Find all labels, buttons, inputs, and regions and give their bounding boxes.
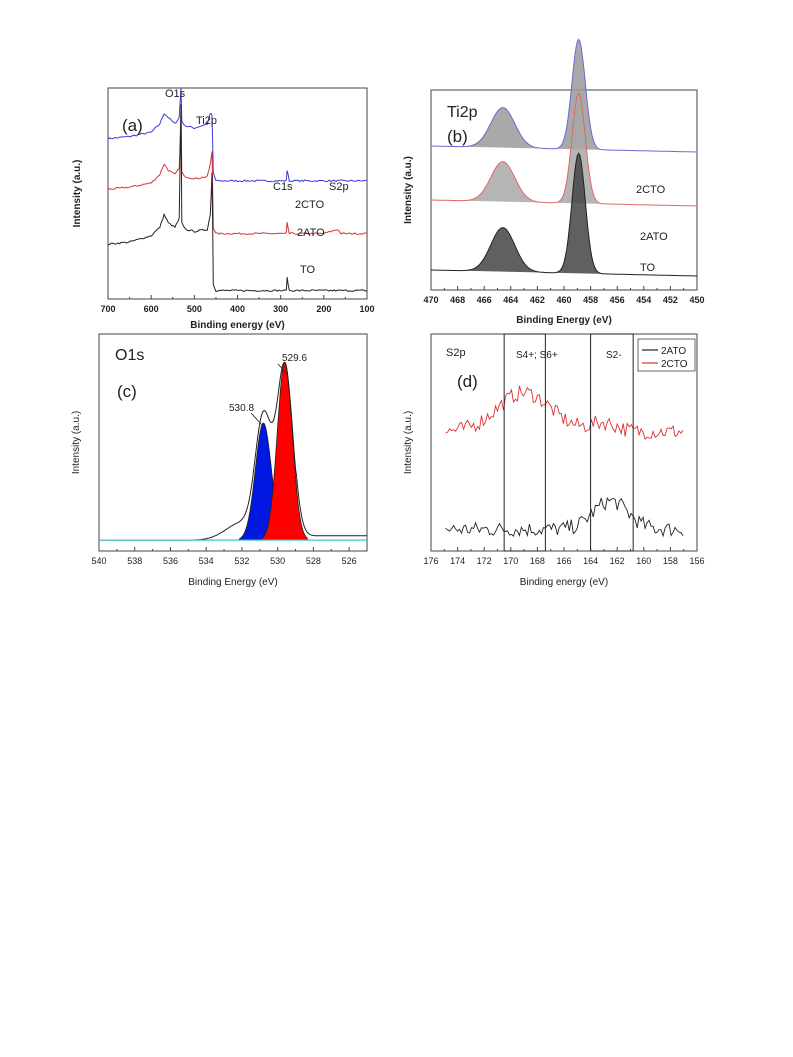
x-tick-label: 530	[270, 556, 285, 566]
region-box-0	[503, 333, 546, 552]
legend-label-2ATO: 2ATO	[661, 346, 686, 357]
series-line-TO	[107, 104, 368, 292]
x-tick-label: 456	[610, 295, 625, 305]
x-tick-label: 526	[342, 556, 357, 566]
panel-label: (c)	[117, 382, 137, 401]
x-tick-label: 534	[199, 556, 214, 566]
peak-label-ti2p: Ti2p	[196, 115, 217, 127]
peak-label-530-8: 530.8	[229, 403, 254, 414]
x-tick-label: 466	[477, 295, 492, 305]
x-tick-label: 156	[689, 556, 704, 566]
series-line-2CTO	[445, 385, 684, 441]
series-area-2ATO	[431, 93, 697, 206]
x-tick-label: 300	[273, 304, 288, 314]
annotation-arrow	[277, 363, 288, 375]
panel-label: (b)	[447, 127, 468, 146]
x-axis-label: Binding energy (eV)	[190, 320, 284, 331]
x-axis-label: Binding Energy (eV)	[188, 577, 278, 588]
series-area-TO	[431, 153, 697, 276]
series-line-2ATO	[107, 113, 368, 235]
x-tick-label: 162	[610, 556, 625, 566]
panel-d: 176 174 172 170 168 166 164 162 160 158 156 Binding…	[403, 333, 705, 588]
x-tick-label: 600	[144, 304, 159, 314]
series-label-2ato: 2ATO	[640, 231, 668, 243]
x-tick-label: 100	[359, 304, 374, 314]
panel-title: O1s	[115, 347, 144, 364]
x-tick-label: 536	[163, 556, 178, 566]
x-tick-label: 174	[450, 556, 465, 566]
y-axis-label: Intensity (a.u.)	[71, 411, 82, 474]
y-axis-label: Intensity (a.u.)	[72, 160, 83, 228]
annotation-arrow	[250, 412, 263, 426]
x-tick-label: 452	[663, 295, 678, 305]
series-line-2ATO	[431, 92, 697, 207]
x-tick-label: 528	[306, 556, 321, 566]
x-tick-label: 166	[556, 556, 571, 566]
envelope-line	[99, 362, 367, 541]
series-label-2cto: 2CTO	[295, 199, 325, 211]
x-tick-label: 700	[100, 304, 115, 314]
x-tick-label: 158	[663, 556, 678, 566]
x-tick-label: 500	[187, 304, 202, 314]
x-tick-label: 462	[530, 295, 545, 305]
x-tick-label: 172	[477, 556, 492, 566]
peak-label-o1s: O1s	[165, 88, 186, 100]
series-label-to: TO	[640, 262, 656, 274]
y-axis-label: Intensity (a.u.)	[403, 156, 414, 224]
legend-box	[637, 338, 696, 372]
region-label-s2: S2-	[606, 350, 622, 361]
x-tick-label: 176	[423, 556, 438, 566]
x-tick-label: 450	[689, 295, 704, 305]
legend: 2ATO 2CTO	[637, 338, 696, 372]
panel-b: 470 468 466 464 462 460 458 456 454 452 450 Binding…	[403, 38, 705, 326]
peak-label-529-6: 529.6	[282, 353, 307, 364]
x-tick-label: 164	[583, 556, 598, 566]
x-axis-label: Binding energy (eV)	[520, 577, 608, 588]
x-tick-label: 160	[636, 556, 651, 566]
x-tick-label: 460	[556, 295, 571, 305]
x-tick-label: 400	[230, 304, 245, 314]
x-tick-label: 532	[234, 556, 249, 566]
panel-title: Ti2p	[447, 104, 478, 121]
panel-c: 540 538 536 534 532 530 528 526 Binding Energy (…	[71, 333, 368, 588]
series-label-2ato: 2ATO	[297, 227, 325, 239]
series-label-to: TO	[300, 264, 316, 276]
x-tick-label: 470	[423, 295, 438, 305]
x-tick-label: 200	[316, 304, 331, 314]
series-area-2CTO	[431, 39, 697, 152]
series-label-2cto: 2CTO	[636, 184, 666, 196]
panel-a: 700 600 500 400 300 200 100 Binding energy (eV)…	[72, 87, 375, 331]
x-tick-label: 464	[503, 295, 518, 305]
plot-frame	[98, 333, 368, 552]
panel-title: S2p	[446, 347, 466, 359]
legend-label-2CTO: 2CTO	[661, 359, 688, 370]
series-line-2ATO	[445, 496, 684, 538]
region-label-s4-s6: S4+; S6+	[516, 350, 558, 361]
x-tick-label: 454	[636, 295, 651, 305]
x-tick-label: 538	[127, 556, 142, 566]
series-line-2CTO	[107, 88, 368, 183]
x-tick-label: 540	[91, 556, 106, 566]
x-tick-label: 170	[503, 556, 518, 566]
x-tick-label: 458	[583, 295, 598, 305]
peak-label-c1s: C1s	[273, 181, 293, 193]
series-line-TO	[431, 152, 697, 277]
region-box-1	[590, 333, 634, 552]
plot-frame	[107, 87, 368, 300]
x-axis-label: Binding Energy (eV)	[516, 315, 612, 326]
x-tick-label: 168	[530, 556, 545, 566]
series-line-2CTO	[431, 38, 697, 153]
peak-label-s2p: S2p	[329, 181, 349, 193]
panel-label: (d)	[457, 372, 478, 391]
panel-label: (a)	[122, 116, 143, 135]
y-axis-label: Intensity (a.u.)	[403, 411, 414, 474]
x-tick-label: 468	[450, 295, 465, 305]
